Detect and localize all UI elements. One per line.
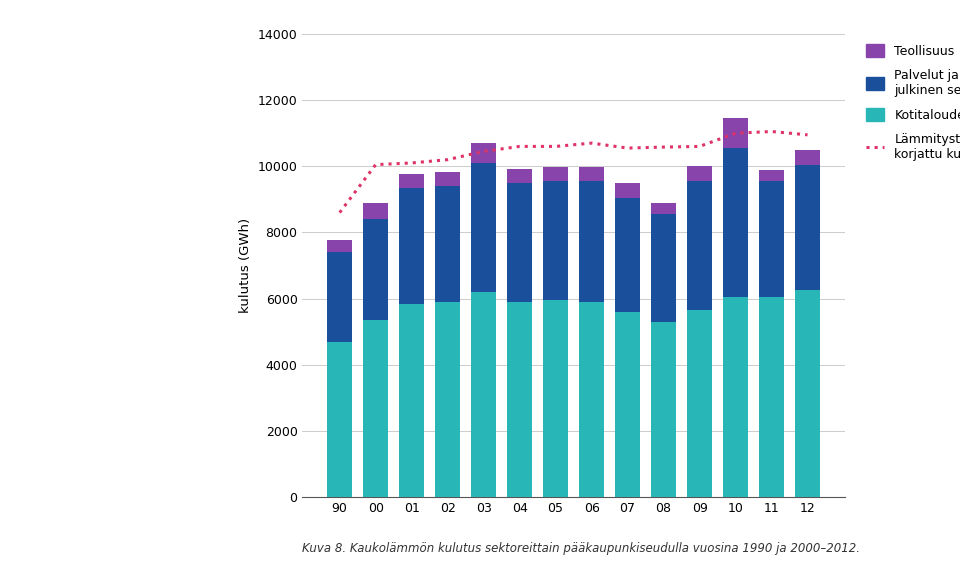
Bar <box>399 303 424 497</box>
Bar <box>723 148 748 297</box>
Bar <box>651 322 676 497</box>
Bar <box>435 186 460 302</box>
Bar <box>723 118 748 148</box>
Bar <box>579 302 604 497</box>
Bar <box>651 214 676 322</box>
Bar <box>759 170 784 181</box>
Bar <box>363 320 388 497</box>
Bar <box>543 300 568 497</box>
Bar <box>399 173 424 188</box>
Bar <box>363 219 388 320</box>
Bar <box>687 166 712 181</box>
Bar <box>759 181 784 297</box>
Bar <box>687 310 712 497</box>
Bar <box>399 188 424 303</box>
Bar <box>651 203 676 214</box>
Bar <box>543 181 568 300</box>
Bar <box>471 292 496 497</box>
Bar <box>471 163 496 292</box>
Bar <box>615 198 640 312</box>
Bar <box>795 290 820 497</box>
Bar <box>579 181 604 302</box>
Bar <box>507 183 532 302</box>
Bar <box>327 240 352 253</box>
Bar <box>471 143 496 163</box>
Bar <box>795 150 820 164</box>
Text: Kuva 8. Kaukolämmön kulutus sektoreittain pääkaupunkiseudulla vuosina 1990 ja 20: Kuva 8. Kaukolämmön kulutus sektoreittai… <box>302 542 860 555</box>
Bar <box>327 253 352 342</box>
Bar <box>615 184 640 198</box>
Bar <box>543 167 568 181</box>
Bar <box>507 302 532 497</box>
Bar <box>687 181 712 310</box>
Bar <box>435 172 460 186</box>
Bar <box>327 342 352 497</box>
Bar <box>579 167 604 181</box>
Bar <box>363 203 388 219</box>
Bar <box>723 297 748 497</box>
Bar <box>759 297 784 497</box>
Legend: Teollisuus, Palvelut ja
julkinen sektori, Kotitaloudet, Lämmitystarve-
korjattu : Teollisuus, Palvelut ja julkinen sektori… <box>862 40 960 164</box>
Bar <box>795 164 820 290</box>
Bar <box>615 312 640 497</box>
Bar <box>507 168 532 183</box>
Bar <box>435 302 460 497</box>
Y-axis label: kulutus (GWh): kulutus (GWh) <box>239 218 252 313</box>
